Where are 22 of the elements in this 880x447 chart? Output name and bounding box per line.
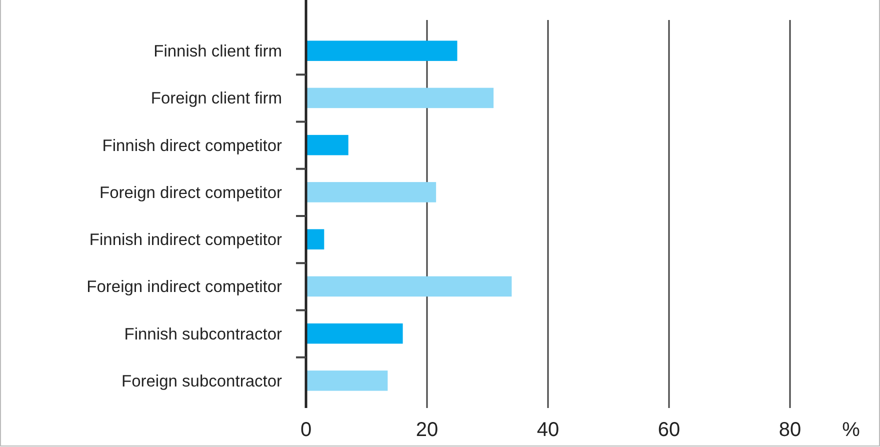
x-tick-label: 80 [778,419,802,441]
bar [306,323,403,344]
bar [306,40,458,61]
x-axis-title: % [842,419,860,441]
bar [306,229,324,250]
y-tick-label: Foreign subcontractor [122,372,282,390]
x-tick-label: 40 [536,419,560,441]
bar [306,276,512,297]
x-tick-label: 60 [658,419,680,441]
bar [306,182,436,202]
bar [306,88,494,108]
y-tick-label: Foreign direct competitor [100,184,282,202]
x-tick-label: 0 [300,419,312,441]
y-tick-label: Finnish client firm [154,42,282,61]
bar [306,134,348,156]
y-tick-label: Foreign client firm [150,90,282,108]
x-tick-label: 20 [416,419,438,441]
y-tick-label: Finnish subcontractor [124,325,282,344]
bar [306,370,388,391]
y-tick-label: Foreign indirect competitor [86,278,282,296]
y-tick-label: Finnish indirect competitor [89,231,283,250]
y-tick-label: Finnish direct competitor [102,136,282,155]
